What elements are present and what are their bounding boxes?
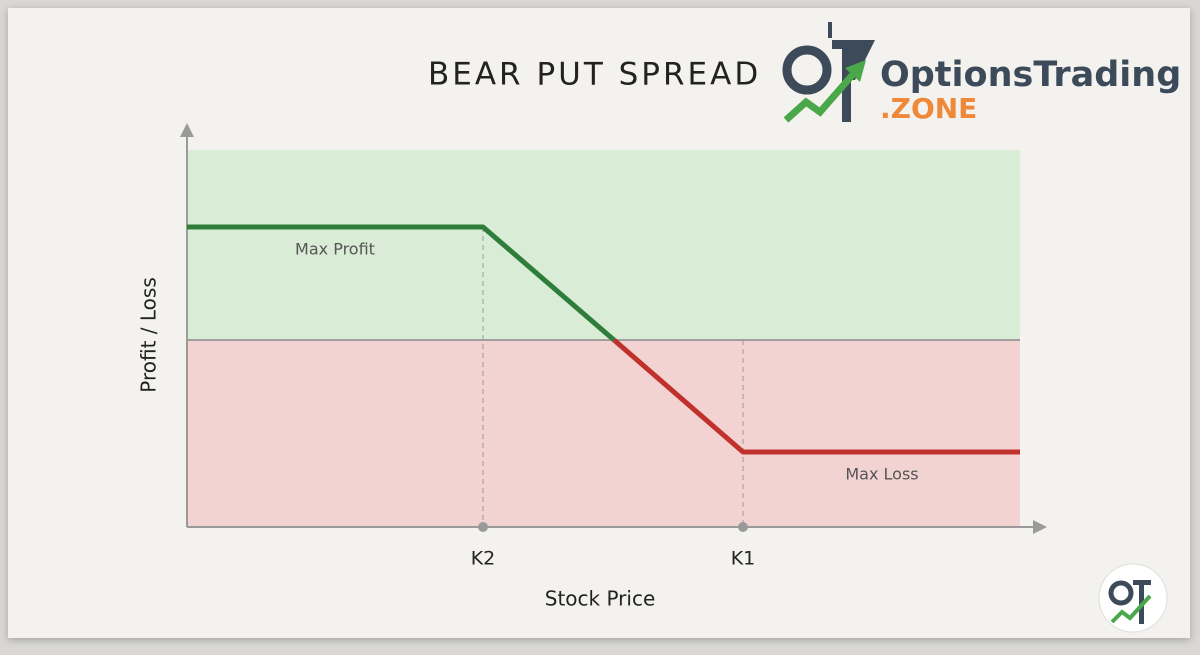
title: BEAR PUT SPREAD (428, 57, 761, 93)
strike-dot (738, 522, 748, 532)
brand-suffix: .ZONE (880, 92, 977, 125)
y-axis-arrow (180, 123, 194, 137)
x-axis-label: Stock Price (545, 587, 656, 611)
max-profit-label: Max Profit (295, 240, 375, 259)
strike-dot (478, 522, 488, 532)
y-axis-label: Profit / Loss (137, 277, 161, 393)
max-loss-label: Max Loss (845, 465, 918, 484)
x-axis-arrow (1033, 520, 1047, 534)
payoff-profit (187, 224, 616, 342)
strike-label: K1 (731, 548, 756, 570)
payoff-loss (612, 338, 1020, 455)
loss-zone (187, 340, 1020, 527)
strike-label: K2 (471, 548, 496, 570)
profit-zone (187, 150, 1020, 340)
corner-logo (1098, 563, 1168, 633)
brand-name: OptionsTrading (880, 55, 1181, 95)
logo-icon (782, 22, 875, 123)
